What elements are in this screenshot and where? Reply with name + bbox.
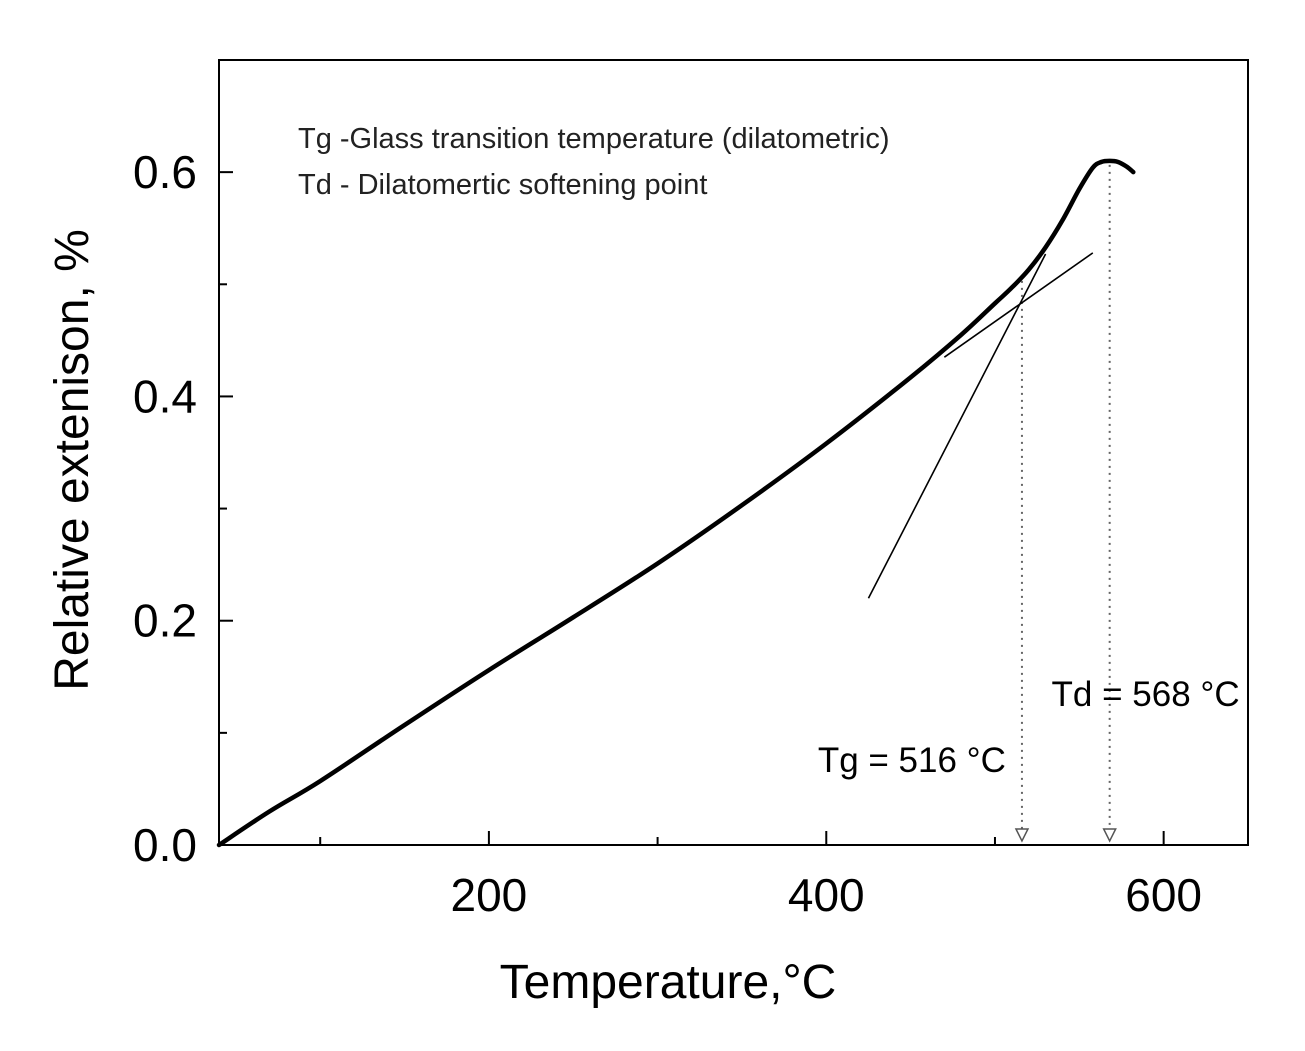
legend-tg-definition: Tg -Glass transition temperature (dilato…	[298, 123, 889, 155]
extension-curve	[216, 158, 1136, 848]
y-tick-label-0: 0.0	[133, 819, 197, 871]
y-tick-label-2: 0.4	[133, 370, 197, 422]
plot-frame	[218, 59, 1249, 846]
annotation-label-0: Tg = 516 °C	[818, 741, 1006, 780]
annotation-label-1: Td = 568 °C	[1052, 675, 1240, 714]
data-series	[216, 158, 1136, 848]
x-tick-label-200: 200	[451, 869, 528, 921]
annotations: Tg = 516 °C Td = 568 °C	[818, 675, 1240, 780]
legend: Tg -Glass transition temperature (dilato…	[298, 123, 889, 201]
tangent-line-1	[867, 253, 1047, 599]
guide-lines	[1014, 164, 1117, 843]
guide-arrowhead-1	[1102, 828, 1117, 843]
plot-axes: 200 400 600 0.0 0.2 0.4 0.6	[133, 59, 1249, 921]
legend-td-definition: Td - Dilatomertic softening point	[298, 169, 707, 201]
x-tick-label-400: 400	[788, 869, 865, 921]
y-tick-label-3: 0.6	[133, 146, 197, 198]
y-tick-label-1: 0.2	[133, 595, 197, 647]
y-axis-title: Relative extenison, %	[46, 229, 99, 691]
x-axis-title: Temperature,°C	[500, 956, 837, 1009]
x-tick-label-600: 600	[1125, 869, 1202, 921]
tangent-lines	[867, 252, 1094, 599]
guide-arrowhead-0	[1014, 828, 1030, 843]
